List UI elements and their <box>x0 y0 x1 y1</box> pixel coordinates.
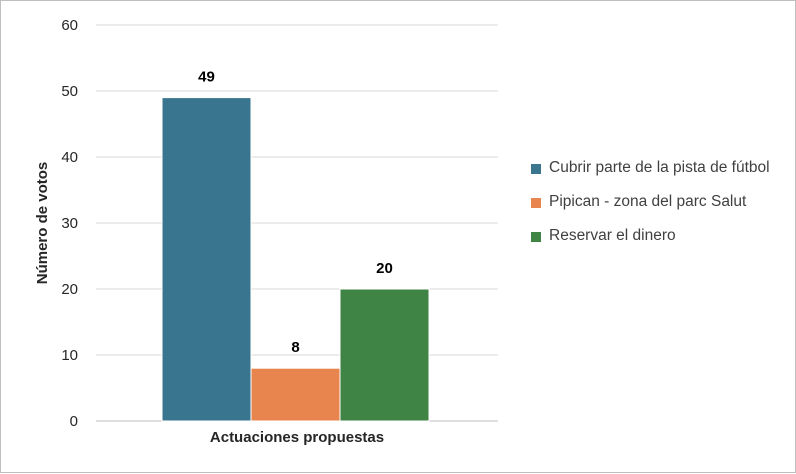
bars <box>161 97 430 422</box>
legend: Cubrir parte de la pista de fútbol Pipic… <box>531 156 786 258</box>
x-axis-title: Actuaciones propuestas <box>210 429 384 446</box>
bar <box>161 97 252 422</box>
legend-label: Reservar el dinero <box>549 227 676 244</box>
y-axis-ticks: 0 10 20 30 40 50 60 <box>61 17 78 430</box>
legend-item-3: Reservar el dinero <box>531 224 786 248</box>
y-tick-label: 30 <box>61 215 78 232</box>
legend-swatch <box>531 232 541 242</box>
bar <box>250 367 341 422</box>
data-label: 8 <box>291 339 299 356</box>
gridlines <box>96 24 498 422</box>
legend-swatch <box>531 198 541 208</box>
data-label: 49 <box>198 69 215 86</box>
y-axis-title: Número de votos <box>34 162 51 285</box>
legend-item-1: Cubrir parte de la pista de fútbol <box>531 156 786 180</box>
y-tick-label: 0 <box>70 413 78 430</box>
data-labels: 49 8 20 <box>198 69 393 357</box>
y-tick-label: 10 <box>61 347 78 364</box>
legend-label: Cubrir parte de la pista de fútbol <box>549 159 770 176</box>
legend-swatch <box>531 164 541 174</box>
y-tick-label: 20 <box>61 281 78 298</box>
bar <box>339 288 430 422</box>
y-tick-label: 60 <box>61 17 78 34</box>
legend-item-2: Pipican - zona del parc Salut <box>531 190 786 214</box>
y-tick-label: 50 <box>61 83 78 100</box>
legend-label: Pipican - zona del parc Salut <box>549 193 747 210</box>
y-tick-label: 40 <box>61 149 78 166</box>
data-label: 20 <box>376 260 393 277</box>
